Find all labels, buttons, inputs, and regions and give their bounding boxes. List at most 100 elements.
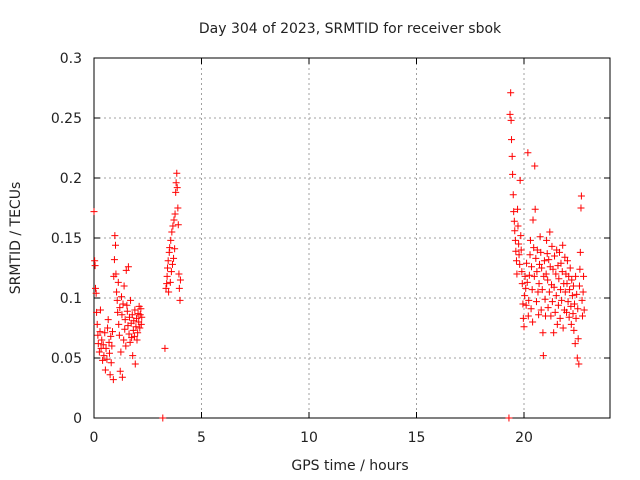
data-point <box>122 342 130 350</box>
data-point <box>576 265 584 273</box>
data-point <box>116 367 124 375</box>
data-point <box>117 348 125 356</box>
data-point <box>563 257 571 265</box>
x-tick-label: 10 <box>300 430 318 446</box>
data-point <box>529 216 537 224</box>
data-point <box>559 241 567 249</box>
data-point <box>521 292 529 300</box>
data-point <box>113 288 121 296</box>
data-point <box>129 326 137 334</box>
data-point <box>96 328 104 336</box>
data-point <box>175 284 183 292</box>
data-point <box>553 320 561 328</box>
data-point <box>580 272 588 280</box>
data-point <box>518 268 526 276</box>
data-point <box>136 324 144 332</box>
y-tick-label: 0.05 <box>51 351 82 367</box>
data-point <box>561 288 569 296</box>
data-point <box>523 259 531 267</box>
data-point <box>126 338 134 346</box>
data-point <box>538 264 546 272</box>
data-point <box>509 191 517 199</box>
data-point <box>544 304 552 312</box>
data-point <box>547 312 555 320</box>
data-point <box>535 311 543 319</box>
data-point <box>106 371 114 379</box>
data-point <box>555 275 563 283</box>
data-point <box>171 210 179 218</box>
data-point <box>120 282 128 290</box>
data-point <box>566 286 574 294</box>
data-point <box>548 298 556 306</box>
data-point <box>164 257 172 265</box>
data-point <box>172 188 180 196</box>
data-point <box>577 192 585 200</box>
data-point <box>114 278 122 286</box>
data-point <box>527 305 535 313</box>
data-point <box>137 320 145 328</box>
data-point <box>531 205 539 213</box>
data-point <box>91 262 99 270</box>
data-point <box>96 306 104 314</box>
data-point <box>569 282 577 290</box>
data-point <box>131 360 139 368</box>
data-point <box>551 252 559 260</box>
data-point <box>536 233 544 241</box>
data-point <box>133 314 141 322</box>
data-point <box>512 257 520 265</box>
data-point <box>531 162 539 170</box>
y-tick-label: 0.2 <box>60 171 82 187</box>
data-point <box>563 280 571 288</box>
data-point <box>99 341 107 349</box>
data-point <box>120 336 128 344</box>
data-point <box>514 205 522 213</box>
data-point <box>95 348 103 356</box>
data-point <box>107 359 115 367</box>
data-point <box>168 228 176 236</box>
data-point <box>545 288 553 296</box>
x-tick-label: 0 <box>90 430 99 446</box>
data-point <box>575 360 583 368</box>
y-tick-label: 0.3 <box>60 51 82 67</box>
data-point <box>138 313 146 321</box>
data-point <box>104 324 112 332</box>
data-point <box>101 329 109 337</box>
data-point <box>130 332 138 340</box>
data-point <box>115 320 123 328</box>
data-point <box>548 242 556 250</box>
data-point <box>552 270 560 278</box>
data-point <box>518 280 526 288</box>
data-point <box>517 246 525 254</box>
data-point <box>163 272 171 280</box>
data-point <box>168 260 176 268</box>
chart-title: Day 304 of 2023, SRMTID for receiver sbo… <box>199 21 502 37</box>
data-point <box>511 236 519 244</box>
data-point <box>521 272 529 280</box>
data-point <box>524 149 532 157</box>
data-point <box>546 228 554 236</box>
data-point <box>525 271 533 279</box>
data-point <box>537 306 545 314</box>
data-point <box>105 349 113 357</box>
data-point <box>539 329 547 337</box>
data-point <box>578 312 586 320</box>
y-tick-label: 0.25 <box>51 111 82 127</box>
axis-ticks: 0 5 10 15 20 0 0.05 0.1 0.15 0.2 0.25 0.3 <box>51 51 610 446</box>
data-point <box>552 292 560 300</box>
data-point <box>107 332 115 340</box>
data-point <box>164 264 172 272</box>
data-point <box>516 176 524 184</box>
data-point <box>137 305 145 313</box>
data-point <box>515 251 523 259</box>
data-point <box>550 283 558 291</box>
data-point <box>112 270 120 278</box>
data-point <box>563 308 571 316</box>
data-point <box>166 278 174 286</box>
data-point <box>549 265 557 273</box>
data-point <box>115 331 123 339</box>
data-points <box>90 89 588 422</box>
plot-frame <box>93 57 611 419</box>
data-point <box>109 376 117 384</box>
data-point <box>528 263 536 271</box>
data-point <box>173 184 181 192</box>
